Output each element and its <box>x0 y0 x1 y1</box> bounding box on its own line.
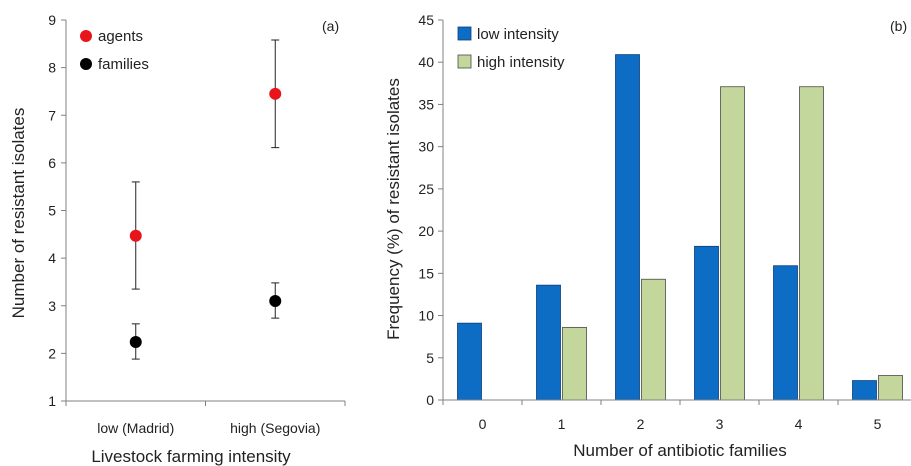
panel-a-plot-area <box>129 39 282 360</box>
panel-a-y-axis: 1 2 3 4 5 6 7 8 9 <box>48 12 67 409</box>
panel-b-y-axis: 0 5 10 15 20 25 30 35 40 45 <box>418 12 444 408</box>
y-tick-label: 30 <box>418 139 434 155</box>
y-tick-label: 20 <box>418 223 434 239</box>
bar-low-intensity <box>694 245 719 401</box>
y-tick-label: 0 <box>426 392 434 408</box>
panel-a-legend: agents families <box>80 28 149 73</box>
bar-low-intensity <box>773 265 798 401</box>
legend-marker-families <box>80 58 92 70</box>
bar-high-intensity <box>799 86 824 401</box>
y-tick-label: 40 <box>418 54 434 70</box>
y-tick-label: 5 <box>426 350 434 366</box>
bar-low-intensity <box>852 380 877 401</box>
x-tick-label: 4 <box>795 416 803 432</box>
data-point-agents <box>269 87 282 100</box>
x-tick-label: high (Segovia) <box>230 420 320 436</box>
legend-label-agents: agents <box>98 28 143 45</box>
panel-a-label: (a) <box>322 18 339 34</box>
legend-label-families: families <box>98 56 149 73</box>
legend-label-high-intensity: high intensity <box>477 54 565 71</box>
y-tick-label: 3 <box>48 298 56 314</box>
y-tick-label: 5 <box>48 203 56 219</box>
x-tick-label: 5 <box>874 416 882 432</box>
bar-low-intensity <box>457 322 482 401</box>
panel-a-x-axis-title: Livestock farming intensity <box>91 447 291 466</box>
bar-low-intensity <box>615 54 640 401</box>
bar-high-intensity <box>562 326 587 401</box>
legend-marker-agents <box>80 30 92 42</box>
y-tick-label: 6 <box>48 155 56 171</box>
x-tick-label: 3 <box>716 416 724 432</box>
bar-high-intensity <box>878 375 903 401</box>
y-tick-label: 1 <box>48 393 56 409</box>
panel-b-label: (b) <box>890 18 907 34</box>
x-tick-label: low (Madrid) <box>97 420 174 436</box>
legend-swatch-low-intensity <box>457 26 472 41</box>
y-tick-label: 9 <box>48 12 56 28</box>
panel-b-legend: low intensity high intensity <box>457 26 565 71</box>
data-point-families <box>269 294 282 307</box>
y-tick-label: 45 <box>418 12 434 28</box>
panel-b-plot-area <box>457 54 903 401</box>
panel-b-x-axis: 0 1 2 3 4 5 <box>442 399 911 432</box>
y-tick-label: 25 <box>418 181 434 197</box>
y-tick-label: 35 <box>418 96 434 112</box>
y-tick-label: 7 <box>48 107 56 123</box>
legend-swatch-high-intensity <box>457 54 472 69</box>
x-tick-label: 0 <box>479 416 487 432</box>
y-tick-label: 8 <box>48 60 56 76</box>
panel-b-y-axis-title: Frequency (%) of resistant isolates <box>384 78 403 340</box>
y-tick-label: 2 <box>48 345 56 361</box>
panel-b-x-axis-title: Number of antibiotic families <box>573 441 787 460</box>
y-tick-label: 4 <box>48 250 56 266</box>
bar-high-intensity <box>641 278 666 401</box>
bar-low-intensity <box>536 284 561 401</box>
data-point-agents <box>129 229 142 242</box>
legend-label-low-intensity: low intensity <box>477 26 559 43</box>
panel-a-y-axis-title: Number of resistant isolates <box>9 108 28 319</box>
data-point-families <box>129 335 142 348</box>
bar-high-intensity <box>720 86 745 401</box>
x-tick-label: 1 <box>558 416 566 432</box>
panel-a-x-axis: low (Madrid) high (Segovia) <box>65 400 346 436</box>
y-tick-label: 15 <box>418 265 434 281</box>
y-tick-label: 10 <box>418 308 434 324</box>
panel-a-resistant-isolates-by-intensity: 1 2 3 4 5 6 7 8 9 low (Madrid) high (Segovia) Num… <box>9 12 346 466</box>
x-tick-label: 2 <box>637 416 645 432</box>
